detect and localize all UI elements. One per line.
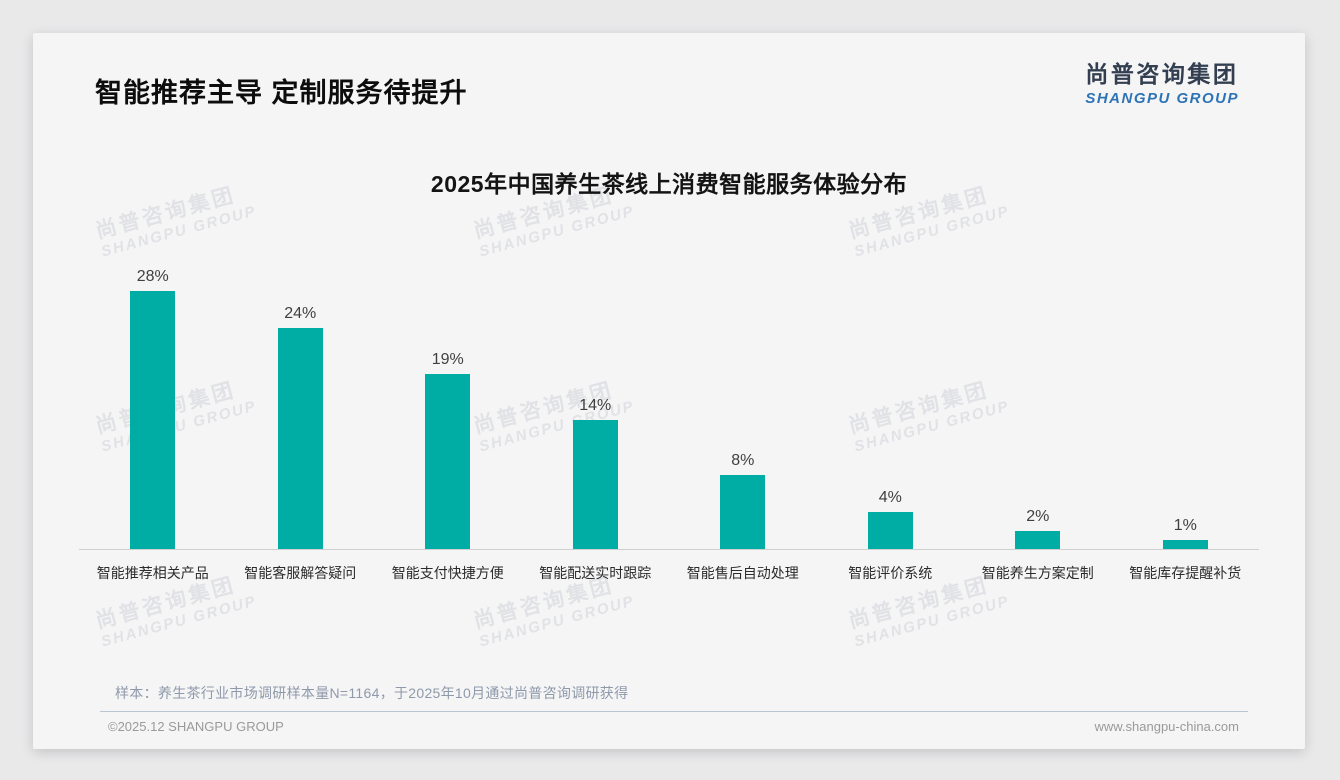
bar-value-label: 4%	[878, 489, 902, 506]
bar-value-label: 19%	[431, 351, 464, 368]
bar	[130, 291, 176, 549]
bar-column: 28%	[79, 207, 227, 549]
website-url: www.shangpu-china.com	[1094, 719, 1239, 734]
bar-column: 14%	[522, 207, 670, 549]
logo-english-name: SHANGPU GROUP	[1085, 90, 1239, 107]
page-title: 智能推荐主导 定制服务待提升	[95, 78, 468, 108]
category-label: 智能评价系统	[848, 565, 933, 581]
logo-chinese-name: 尚普咨询集团	[1085, 61, 1239, 87]
category-label: 智能售后自动处理	[686, 565, 799, 581]
bar-value-label: 1%	[1173, 517, 1197, 534]
slide-card: 尚普咨询集团 SHANGPU GROUP 尚普咨询集团 SHANGPU GROUP …	[33, 33, 1305, 749]
chart-categories: 智能推荐相关产品 智能客服解答疑问 智能支付快捷方便 智能配送实时跟踪 智能售后自动处理…	[79, 563, 1259, 583]
header: 智能推荐主导 定制服务待提升 尚普咨询集团 SHANGPU GROUP	[33, 33, 1305, 121]
chart-plot: 28% 24% 19% 14% 8% 4% 2% 1%	[79, 207, 1259, 550]
footer: ©2025.12 SHANGPU GROUP www.shangpu-china…	[33, 717, 1305, 749]
bar-value-label: 2%	[1026, 508, 1050, 525]
bar	[425, 374, 471, 549]
bar-value-label: 8%	[731, 452, 755, 469]
bar-chart: 2025年中国养生茶线上消费智能服务体验分布 28% 24% 19% 14% 8% 4% 2…	[79, 165, 1259, 583]
bar-value-label: 24%	[284, 305, 317, 322]
bar-value-label: 14%	[579, 397, 612, 414]
category-label: 智能推荐相关产品	[96, 565, 209, 581]
sample-note: 样本：养生茶行业市场调研样本量N=1164，于2025年10月通过尚普咨询调研获…	[115, 685, 629, 701]
bar-column: 4%	[817, 207, 965, 549]
copyright-text: ©2025.12 SHANGPU GROUP	[108, 719, 284, 734]
category-label: 智能库存提醒补货	[1129, 565, 1242, 581]
bar	[1015, 531, 1061, 549]
category-label: 智能养生方案定制	[981, 565, 1094, 581]
category-label: 智能配送实时跟踪	[539, 565, 652, 581]
bar-value-label: 28%	[136, 268, 169, 285]
bar-column: 19%	[374, 207, 522, 549]
category-label: 智能支付快捷方便	[391, 565, 504, 581]
chart-title: 2025年中国养生茶线上消费智能服务体验分布	[430, 171, 908, 197]
bar	[572, 420, 618, 549]
bar	[277, 328, 323, 549]
bar-column: 8%	[669, 207, 817, 549]
bar	[720, 475, 766, 549]
category-label: 智能客服解答疑问	[244, 565, 357, 581]
bar-column: 2%	[964, 207, 1112, 549]
company-logo: 尚普咨询集团 SHANGPU GROUP	[1085, 55, 1239, 107]
bar	[867, 512, 913, 549]
bar-column: 24%	[227, 207, 375, 549]
bar	[1162, 540, 1208, 549]
bar-column: 1%	[1112, 207, 1260, 549]
note-divider	[100, 711, 1248, 712]
